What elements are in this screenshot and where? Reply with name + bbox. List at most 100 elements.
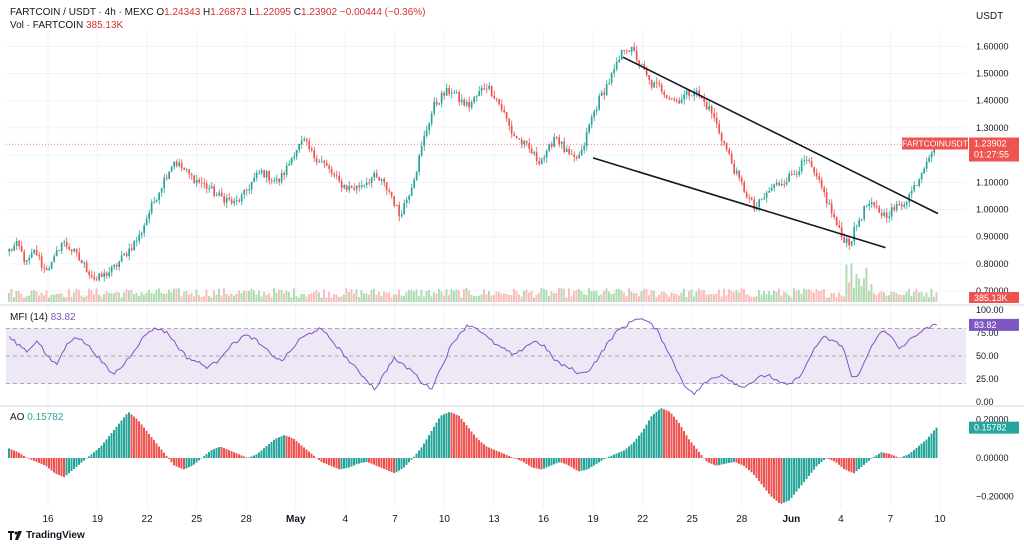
symbol-title[interactable]: FARTCOIN / USDT · 4h · MEXC <box>10 7 154 18</box>
ao-bar <box>285 435 288 458</box>
ao-bar <box>310 453 313 458</box>
ao-bar <box>58 458 60 476</box>
candle-body <box>245 189 248 191</box>
open-label: O <box>156 7 165 18</box>
volume-bar <box>483 288 485 302</box>
ao-bar <box>913 449 915 458</box>
volume-bar <box>168 289 170 302</box>
ao-bar <box>748 458 750 471</box>
candle-body <box>210 186 213 189</box>
candle-body <box>265 171 268 178</box>
volume-bar <box>293 288 295 302</box>
ao-bar <box>20 454 23 458</box>
candle-body <box>890 207 893 217</box>
ao-bar <box>775 458 778 501</box>
ao-bar <box>875 455 878 458</box>
volume-bar <box>375 294 378 302</box>
ao-bar <box>360 458 363 464</box>
volume-bar <box>430 296 433 302</box>
candle-body <box>100 273 103 277</box>
candle-body <box>453 92 455 94</box>
volume-bar <box>833 292 835 302</box>
volume-bar <box>245 291 248 302</box>
volume-bar <box>448 294 450 302</box>
volume-bar <box>15 290 18 302</box>
ao-bar <box>105 439 108 458</box>
candle-body <box>533 152 535 154</box>
ao-bar <box>73 458 75 469</box>
price-axis-label: 0.90000 <box>976 232 1009 242</box>
volume-bar <box>110 293 113 302</box>
candle-body <box>280 172 283 183</box>
ao-bar <box>700 455 703 458</box>
candle-body <box>393 196 395 206</box>
ao-bar <box>870 458 873 459</box>
candle-body <box>235 200 238 202</box>
candle-body <box>218 192 220 196</box>
candle-body <box>768 191 770 193</box>
ao-bar <box>645 424 648 458</box>
volume-bar <box>705 294 708 302</box>
ao-bar <box>200 458 203 459</box>
volume-bar <box>418 296 420 302</box>
ao-label[interactable]: AO <box>10 412 25 423</box>
ao-bar <box>400 458 403 470</box>
ao-bar <box>768 458 770 494</box>
candle-body <box>213 186 215 196</box>
volume-bar <box>495 291 498 302</box>
ao-bar <box>103 442 105 458</box>
candle-body <box>163 177 165 189</box>
ao-bar <box>758 458 760 482</box>
candle-body <box>470 102 473 108</box>
volume-bar <box>673 293 675 302</box>
volume-bar <box>380 295 383 302</box>
candle-body <box>65 241 68 247</box>
ao-bar <box>498 451 500 458</box>
volume-bar <box>123 292 125 302</box>
ao-bar <box>908 454 910 458</box>
candle-body <box>358 185 360 188</box>
volume-bar <box>433 292 435 302</box>
volume-bar <box>395 294 398 302</box>
candle-body <box>315 157 318 163</box>
ao-bar <box>538 458 540 469</box>
volume-bar <box>798 289 800 302</box>
candle-body <box>613 69 615 74</box>
currency-label[interactable]: USDT <box>976 11 1004 22</box>
ao-bar <box>563 458 565 464</box>
ao-bar <box>640 432 643 458</box>
candle-body <box>630 46 633 52</box>
volume-label[interactable]: Vol · FARTCOIN <box>10 20 84 31</box>
volume-bar <box>720 296 723 302</box>
tradingview-logo[interactable]: TradingView <box>8 530 85 541</box>
candle-body <box>918 179 920 186</box>
ao-bar <box>253 455 255 458</box>
candle-body <box>48 268 50 271</box>
ao-bar <box>483 444 485 458</box>
candle-body <box>40 256 43 268</box>
volume-bar <box>855 273 858 302</box>
volume-bar <box>25 296 28 302</box>
mfi-label[interactable]: MFI (14) <box>10 312 48 323</box>
ao-bar <box>863 458 865 465</box>
candle-body <box>10 248 13 251</box>
ao-bar <box>915 447 918 458</box>
volume-bar <box>518 294 520 302</box>
ao-bar <box>48 458 50 469</box>
ao-bar <box>333 458 335 468</box>
volume-bar <box>13 297 15 302</box>
ao-bar <box>465 425 468 458</box>
candle-body <box>745 192 748 198</box>
candle-body <box>170 166 173 172</box>
volume-bar <box>308 294 310 302</box>
ao-bar <box>210 450 213 458</box>
volume-bar <box>583 294 585 302</box>
ao-bar <box>230 451 233 458</box>
ao-bar <box>153 440 155 458</box>
ao-bar <box>370 458 373 464</box>
ao-bar <box>183 458 185 470</box>
ao-bar <box>168 458 170 460</box>
ao-bar <box>128 412 130 458</box>
